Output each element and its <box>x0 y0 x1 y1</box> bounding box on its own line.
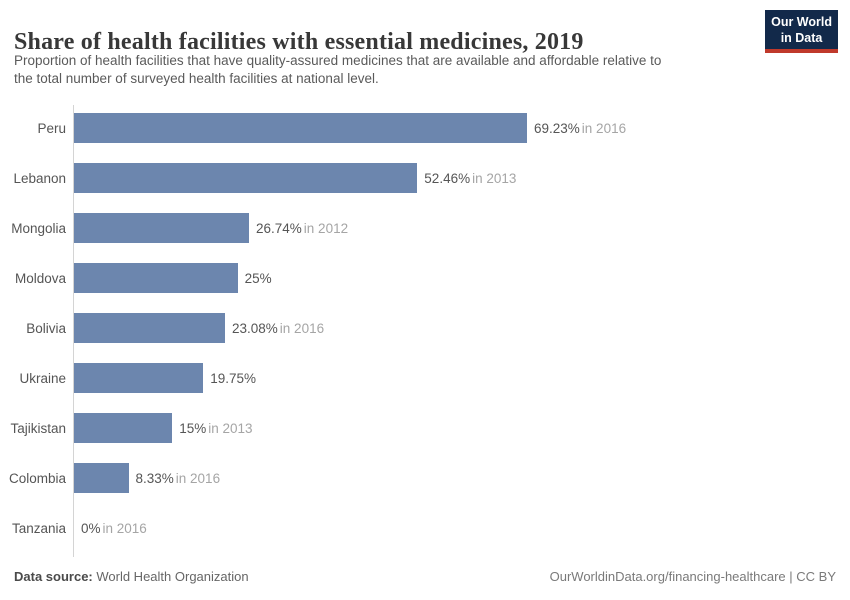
bar[interactable] <box>74 213 249 243</box>
chart-row: Mongolia 26.74% in 2012 <box>0 203 850 253</box>
value-label: 19.75% <box>210 370 256 386</box>
chart-row: Bolivia 23.08% in 2016 <box>0 303 850 353</box>
owid-logo-text: Our World <box>771 15 832 29</box>
value-label: 69.23% in 2016 <box>534 120 627 136</box>
category-label: Peru <box>37 120 66 136</box>
category-label: Tanzania <box>11 520 66 536</box>
value-year-label: in 2016 <box>175 470 221 486</box>
chart-row: Lebanon 52.46% in 2013 <box>0 153 850 203</box>
category-label: Moldova <box>14 270 66 286</box>
value-label: 52.46% in 2013 <box>424 170 517 186</box>
chart-row: Ukraine 19.75% <box>0 353 850 403</box>
bar[interactable] <box>74 163 418 193</box>
value-year-label: in 2016 <box>581 120 627 136</box>
owid-logo[interactable]: Our World in Data <box>765 10 838 53</box>
value-year-label: in 2016 <box>279 320 325 336</box>
chart-subtitle: Proportion of health facilities that hav… <box>14 52 661 88</box>
value-label: 8.33% in 2016 <box>135 470 221 486</box>
bar-chart: Peru 69.23% in 2016 Lebanon 52.46% in 2013 Mon… <box>0 103 850 553</box>
value-label: 15% in 2013 <box>179 420 253 436</box>
value-label: 23.08% in 2016 <box>232 320 325 336</box>
data-source: Data source: World Health Organization <box>14 569 249 584</box>
data-source-label: Data source: <box>14 569 93 584</box>
value-year-label: in 2013 <box>208 420 253 436</box>
chart-row: Colombia 8.33% in 2016 <box>0 453 850 503</box>
value-year-label: in 2013 <box>472 170 517 186</box>
value-label: 26.74% in 2012 <box>256 220 349 236</box>
bar[interactable] <box>74 113 527 143</box>
value-year-label: in 2012 <box>303 220 349 236</box>
bar[interactable] <box>74 263 238 293</box>
chart-row: Moldova 25% <box>0 253 850 303</box>
subtitle-line: the total number of surveyed health faci… <box>14 71 379 86</box>
value-label: 25% <box>244 270 272 286</box>
category-label: Ukraine <box>19 370 66 386</box>
bar[interactable] <box>74 313 225 343</box>
category-label: Lebanon <box>13 170 66 186</box>
chart-footer: Data source: World Health Organization O… <box>14 569 836 584</box>
bar[interactable] <box>74 363 204 393</box>
bar[interactable] <box>74 413 173 443</box>
subtitle-line: Proportion of health facilities that hav… <box>14 53 662 68</box>
category-label: Mongolia <box>11 220 66 236</box>
value-year-label: in 2016 <box>102 520 147 536</box>
category-label: Colombia <box>8 470 66 486</box>
data-source-value: World Health Organization <box>92 569 249 584</box>
page-title: Share of health facilities with essentia… <box>14 29 584 56</box>
bar[interactable] <box>74 463 129 493</box>
category-label: Tajikistan <box>10 420 66 436</box>
owid-logo-text: in Data <box>780 31 823 45</box>
attribution-link: OurWorldinData.org/financing-healthcare … <box>549 569 836 584</box>
chart-row: Tajikistan 15% in 2013 <box>0 403 850 453</box>
chart-row: Peru 69.23% in 2016 <box>0 103 850 153</box>
chart-rows: Peru 69.23% in 2016 Lebanon 52.46% in 2013 Mon… <box>0 103 850 553</box>
chart-row: Tanzania 0% in 2016 <box>0 503 850 553</box>
y-axis-line <box>73 105 74 557</box>
value-label: 0% in 2016 <box>81 520 147 536</box>
category-label: Bolivia <box>26 320 66 336</box>
